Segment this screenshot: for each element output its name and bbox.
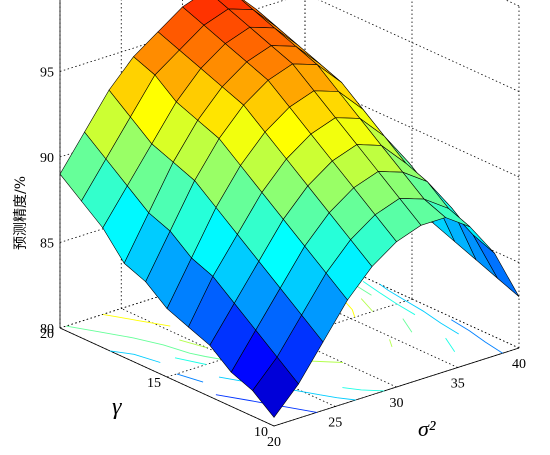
y-tick-label: 20: [40, 327, 54, 342]
y-axis-title: γ: [112, 394, 122, 420]
z-tick-label: 80: [40, 322, 54, 337]
surface-patch: [472, 234, 520, 297]
x-tick-label: 35: [451, 377, 465, 392]
y-tick-label: 15: [147, 376, 161, 391]
grid-line: [121, 308, 336, 407]
z-axis-title: 预测精度/%: [13, 176, 29, 250]
contour-line: [174, 281, 456, 392]
x-tick-label: 25: [328, 416, 342, 431]
tick-labels: 202530354010152080859095100: [40, 66, 526, 451]
surface-plot: [59, 0, 520, 418]
y-tick-label: 10: [254, 425, 268, 440]
x-tick-label: 30: [390, 396, 404, 411]
y-axis-line: [59, 327, 275, 427]
z-tick-label: 90: [40, 151, 54, 166]
contour-line: [215, 394, 317, 413]
x-tick-label: 40: [512, 357, 526, 372]
x-axis-title: σ²: [418, 416, 436, 441]
z-tick-label: 95: [40, 66, 54, 81]
x-tick-label: 20: [267, 435, 281, 450]
surface-patch: [252, 356, 299, 418]
x-axis-line: [273, 347, 520, 427]
z-tick-label: 85: [40, 237, 54, 252]
grid-line: [318, 0, 520, 92]
contour-line: [176, 319, 503, 383]
